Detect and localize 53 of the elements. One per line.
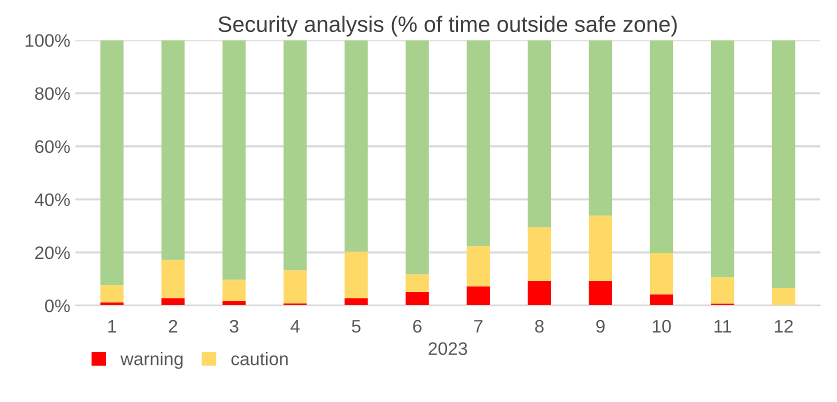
legend-label: caution [231, 352, 288, 366]
chart-title: Security analysis (% of time outside safe zone) [218, 16, 677, 36]
bar [772, 288, 796, 306]
x-tick-label: 6 [413, 320, 422, 333]
bar [710, 277, 734, 304]
bar [528, 40, 551, 228]
bar [528, 227, 551, 281]
bar [406, 40, 429, 274]
bar [284, 40, 307, 270]
x-tick-label: 1 [108, 320, 116, 332]
bar [344, 298, 368, 306]
bar [222, 280, 246, 302]
x-tick-label: 11 [714, 320, 732, 332]
bar [406, 274, 429, 292]
x-tick-label: 3 [230, 320, 238, 333]
bar [528, 280, 551, 306]
y-tick-label: 100% [26, 34, 70, 47]
bar [466, 286, 490, 306]
x-tick-label: 10 [652, 320, 671, 333]
bar [222, 40, 246, 280]
x-tick-label: 8 [535, 320, 544, 333]
x-tick-label: 2 [168, 320, 178, 332]
bar [161, 40, 185, 260]
bar [161, 298, 185, 306]
bar [710, 40, 734, 278]
legend-label: warning [120, 352, 183, 369]
bar [284, 270, 307, 304]
bar [406, 292, 429, 306]
y-tick-label: 80% [35, 87, 70, 100]
bar [344, 252, 368, 298]
bar [466, 246, 490, 286]
x-axis-title: 2023 [428, 342, 468, 356]
bar [588, 280, 612, 306]
bar [100, 40, 124, 286]
bar [161, 260, 185, 298]
bar [100, 285, 124, 302]
bar [466, 40, 490, 246]
bar [588, 216, 612, 281]
bar [588, 40, 612, 216]
bar [650, 294, 674, 306]
x-tick-label: 9 [596, 320, 605, 333]
bar [650, 40, 674, 253]
x-tick-label: 4 [290, 320, 300, 332]
x-tick-label: 5 [352, 320, 360, 333]
x-tick-label: 7 [474, 320, 482, 332]
bar [772, 40, 796, 288]
y-tick-label: 0% [45, 299, 70, 312]
bar [650, 252, 674, 294]
y-tick-label: 40% [34, 193, 70, 206]
bar [344, 40, 368, 252]
x-tick-label: 12 [774, 320, 793, 332]
y-tick-label: 20% [35, 246, 70, 260]
y-tick-label: 60% [35, 140, 70, 154]
